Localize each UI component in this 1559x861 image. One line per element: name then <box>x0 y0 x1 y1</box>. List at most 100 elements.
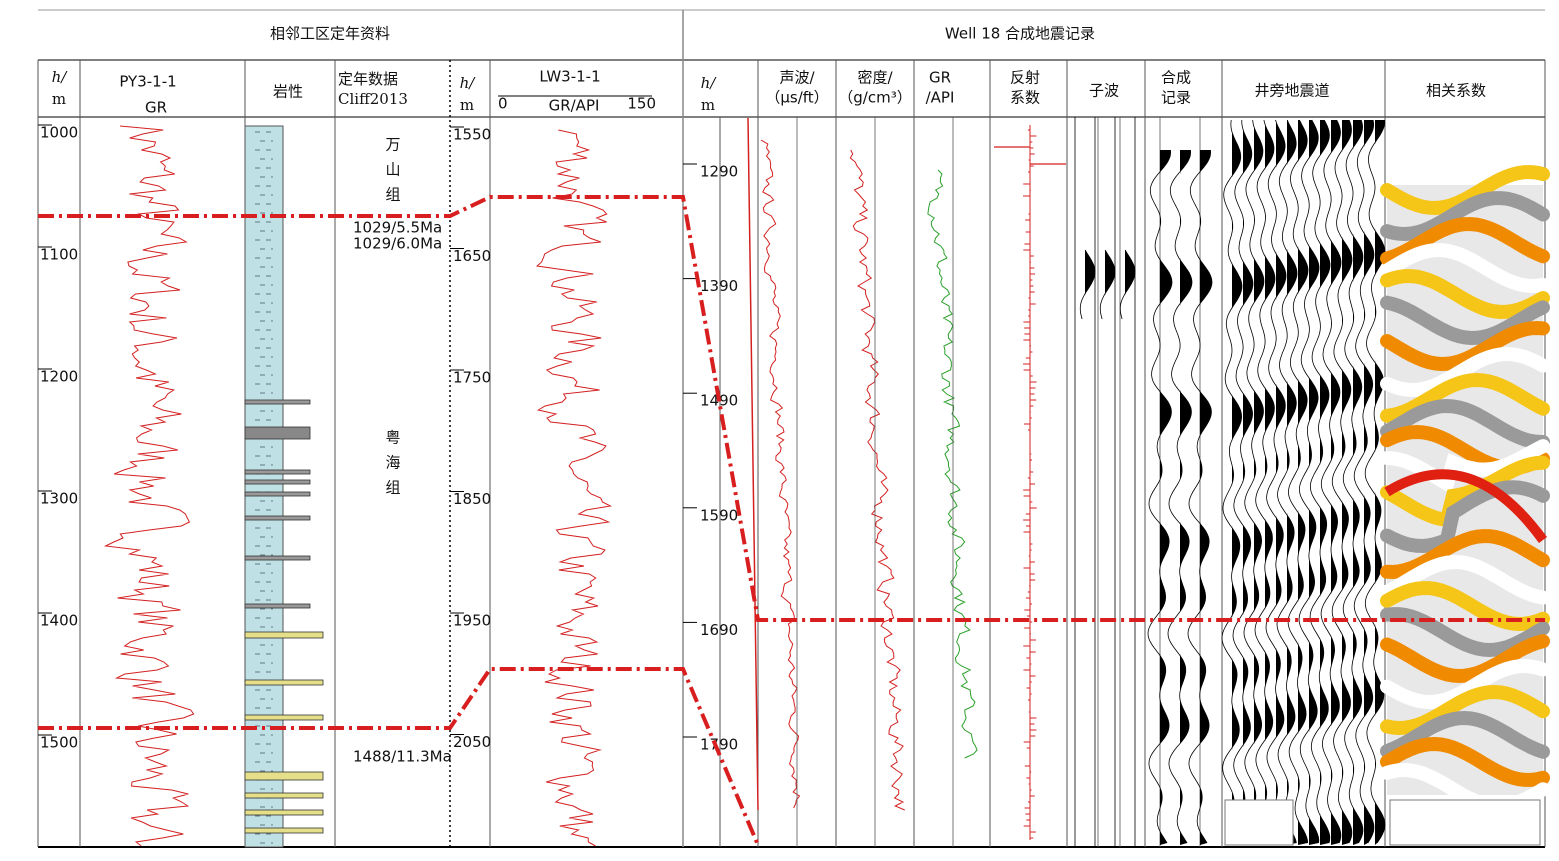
correlation-band <box>1380 191 1550 242</box>
log-curve <box>535 129 612 847</box>
seismic-trace <box>1353 119 1375 844</box>
column-header: 反射 <box>1010 69 1040 87</box>
correlation-band <box>1380 372 1550 423</box>
synthetic-trace-fill <box>1160 150 1172 845</box>
date-label: 1488/11.3Ma <box>353 748 452 766</box>
depth-label: 1300 <box>40 490 78 508</box>
correlation-band <box>1380 165 1550 216</box>
left-title: 相邻工区定年资料 <box>270 25 390 43</box>
seismic-trace-fill <box>1298 120 1308 845</box>
column-header: （g/cm³） <box>838 89 911 107</box>
seismic-trace-fill <box>1265 120 1275 845</box>
density-curve <box>849 149 905 811</box>
correlation-band <box>1380 529 1550 580</box>
right-title: Well 18 合成地震记录 <box>945 25 1095 43</box>
column-header: m <box>52 90 66 108</box>
correlation-band <box>1380 217 1550 266</box>
depth-label: 1790 <box>700 736 738 754</box>
date-label: 1029/6.0Ma <box>353 235 442 253</box>
lithology-bed <box>244 426 311 440</box>
scale-label: 0 <box>498 95 508 113</box>
correlation-band <box>1380 607 1550 658</box>
correlation-band <box>1380 555 1550 605</box>
correlation-band <box>1380 634 1550 684</box>
formation-label: 组 <box>385 479 400 497</box>
column-header: 岩性 <box>273 83 303 101</box>
correlation-band <box>1380 243 1550 294</box>
synthetic-trace-fill <box>1200 150 1212 845</box>
column-header: 系数 <box>1010 89 1040 107</box>
lithology-bed <box>244 771 324 781</box>
correlation-band <box>1380 710 1550 759</box>
date-label: 1029/5.5Ma <box>353 219 442 237</box>
seismic-trace <box>1243 119 1265 844</box>
blank-area <box>1389 799 1541 846</box>
column-header: Cliff2013 <box>338 90 408 108</box>
wavelet-fill <box>1125 250 1135 320</box>
column-header: 记录 <box>1161 89 1191 107</box>
column-header: h/ <box>52 68 69 86</box>
formation-label: 山 <box>385 161 400 179</box>
column-header: m <box>701 96 715 114</box>
correlation-peak <box>1384 469 1548 543</box>
column-header: 子波 <box>1089 82 1119 100</box>
column-header: 定年数据 <box>338 70 398 88</box>
seismic-trace-fill <box>1353 120 1363 845</box>
seismic-trace <box>1298 119 1320 844</box>
seismic-trace <box>1221 119 1243 844</box>
column-header: /API <box>926 89 955 107</box>
formation-label: 万 <box>385 136 400 154</box>
depth-label: 2050 <box>453 733 491 751</box>
seismic-trace <box>1342 119 1364 844</box>
seismic-trace <box>1309 119 1331 844</box>
wavelet-fill <box>1085 250 1095 320</box>
lithology-bed <box>244 469 311 475</box>
correlation-line <box>38 667 760 846</box>
seismic-trace-fill <box>1232 120 1242 845</box>
lithology-bed <box>244 679 324 686</box>
wavelet <box>1099 249 1116 320</box>
depth-label: 1100 <box>40 246 78 264</box>
scale-label: 150 <box>627 95 656 113</box>
seismic-trace-fill <box>1254 120 1264 845</box>
seismic-trace <box>1320 119 1342 844</box>
correlation-band <box>1380 346 1550 398</box>
correlation-line <box>38 195 1545 622</box>
column-header: 合成 <box>1161 69 1191 87</box>
seismic-trace <box>1254 119 1276 844</box>
seismic-trace-fill <box>1287 120 1297 845</box>
depth-label: 1290 <box>700 163 738 181</box>
seismic-trace-fill <box>1342 120 1352 845</box>
depth-label: 1400 <box>40 612 78 630</box>
lithology-bed <box>244 555 311 561</box>
seismic-trace <box>1276 119 1298 844</box>
lithology-bed <box>244 827 324 834</box>
lithology-bed <box>244 603 311 609</box>
correlation-band <box>1380 439 1550 495</box>
formation-label: 粤 <box>385 429 400 447</box>
seismic-trace <box>1265 119 1287 844</box>
correlation-band <box>1380 398 1550 449</box>
scale-label: GR/API <box>549 97 600 115</box>
seismic-trace-fill <box>1364 120 1374 845</box>
lithology-bed <box>244 491 311 497</box>
sonic-curve <box>760 139 801 809</box>
seismic-trace-fill <box>1320 120 1330 845</box>
correlation-band <box>1380 295 1550 346</box>
correlation-band <box>1380 269 1550 320</box>
seismic-trace <box>1287 119 1309 844</box>
synthetic-trace <box>1167 149 1193 844</box>
column-header: 声波/ <box>779 69 815 87</box>
wavelet-fill <box>1105 250 1115 320</box>
seismic-trace <box>1232 120 1254 844</box>
depth-label: 1200 <box>40 368 78 386</box>
lithology-bed <box>244 479 311 485</box>
lithology-bed <box>244 631 324 639</box>
depth-label: 1750 <box>453 369 491 387</box>
correlation-band <box>1380 684 1550 736</box>
lithology-column <box>244 125 284 848</box>
column-header: PY3-1-1 <box>119 73 176 91</box>
synthetic-trace <box>1147 149 1173 844</box>
depth-label: 1590 <box>700 506 738 524</box>
